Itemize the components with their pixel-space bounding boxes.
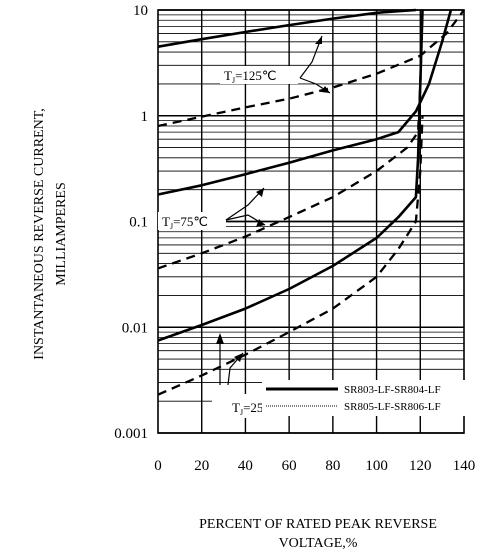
series-line-solid xyxy=(157,9,424,342)
svg-text:TJ=125℃: TJ=125℃ xyxy=(224,68,277,85)
legend: SR803-LF-SR804-LF SR805-LF-SR806-LF xyxy=(262,380,480,416)
y-tick-label: 0.1 xyxy=(129,215,148,231)
legend-label-dashed: SR805-LF-SR806-LF xyxy=(344,401,441,413)
series-line-solid xyxy=(157,8,416,48)
x-tick-label: 120 xyxy=(409,458,432,474)
x-axis-label-line2: VOLTAGE,% xyxy=(279,536,358,551)
series-lines xyxy=(157,8,465,396)
y-tick-label: 0.001 xyxy=(114,426,148,442)
annotation-tj-75-sub: J xyxy=(170,222,173,231)
y-tick-labels: 0.001 0.01 0.1 1 10 xyxy=(114,3,148,442)
annotation-tj-125: TJ=125℃ xyxy=(220,35,331,94)
x-tick-labels: 0 20 40 60 80 100 120 140 xyxy=(154,458,475,474)
y-axis-label-line2: MILLIAMPERES xyxy=(54,182,69,285)
x-tick-label: 0 xyxy=(154,458,162,474)
x-tick-label: 20 xyxy=(194,458,209,474)
y-tick-label: 0.01 xyxy=(122,320,148,336)
annotation-tj-75-rest: =75℃ xyxy=(173,214,208,229)
annotation-tj-75-base: T xyxy=(162,214,170,229)
y-tick-label: 10 xyxy=(133,3,148,19)
annotation-tj-75: TJ=75℃ xyxy=(158,187,266,231)
svg-text:TJ=75℃: TJ=75℃ xyxy=(162,214,208,231)
x-axis-label-line1: PERCENT OF RATED PEAK REVERSE xyxy=(199,517,437,532)
annotation-tj-125-rest: =125℃ xyxy=(235,68,276,83)
x-tick-label: 40 xyxy=(238,458,253,474)
x-tick-label: 140 xyxy=(453,458,476,474)
legend-label-solid: SR803-LF-SR804-LF xyxy=(344,384,441,396)
annotation-tj-25-base: T xyxy=(232,400,240,415)
grid xyxy=(157,9,465,434)
x-tick-label: 100 xyxy=(365,458,388,474)
x-tick-label: 80 xyxy=(325,458,340,474)
annotation-tj-25-sub: J xyxy=(240,408,243,417)
annotation-tj-125-sub: J xyxy=(232,76,235,85)
y-axis-label-line1: INSTANTANEOUS REVERSE CURRENT, xyxy=(32,108,47,359)
annotation-tj-125-base: T xyxy=(224,68,232,83)
series-line-solid xyxy=(157,9,453,196)
x-tick-label: 60 xyxy=(282,458,297,474)
y-tick-label: 1 xyxy=(141,109,149,125)
